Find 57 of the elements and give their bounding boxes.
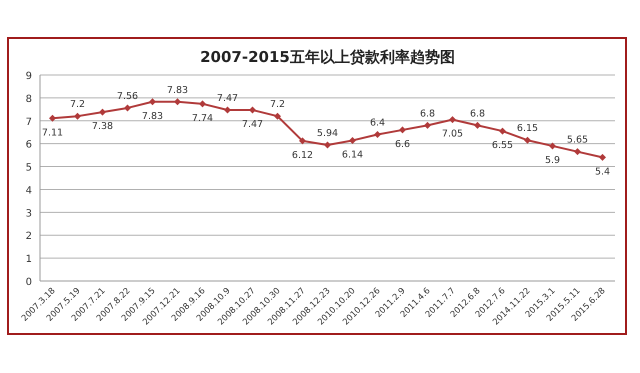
point [349, 136, 356, 144]
point [449, 116, 456, 124]
data-label: 7.2 [70, 99, 86, 110]
data-label: 5.65 [566, 134, 588, 146]
point [199, 100, 206, 108]
point [574, 148, 581, 156]
data-label: 5.9 [544, 154, 560, 166]
y-tick-label: 0 [26, 277, 32, 288]
data-label: 6.15 [516, 123, 538, 134]
data-label: 7.47 [216, 93, 238, 104]
point [424, 122, 431, 129]
data-label: 7.83 [166, 84, 188, 96]
data-label: 7.11 [42, 127, 64, 138]
data-label: 7.74 [192, 112, 214, 124]
data-label: 7.56 [116, 90, 138, 102]
point [374, 131, 381, 138]
point [599, 154, 606, 161]
data-label: 6.8 [470, 108, 486, 120]
data-label: 6.12 [292, 150, 314, 161]
point [499, 128, 506, 135]
data-label: 6.8 [420, 108, 436, 120]
point [524, 136, 531, 144]
y-tick-label: 2 [26, 231, 32, 242]
point [274, 112, 281, 120]
point [99, 108, 106, 116]
data-label: 6.6 [394, 138, 410, 150]
data-label: 7.38 [92, 121, 114, 132]
y-tick-label: 9 [26, 71, 32, 82]
y-tick-label: 8 [26, 94, 32, 105]
point [549, 142, 556, 150]
point [399, 126, 406, 134]
point [49, 114, 56, 122]
point [74, 112, 81, 120]
point [124, 104, 131, 112]
y-tick-label: 7 [26, 116, 32, 128]
data-label: 6.55 [492, 140, 514, 152]
data-label: 7.05 [442, 128, 464, 140]
y-tick-label: 4 [26, 185, 32, 196]
data-label: 7.2 [270, 99, 286, 110]
point [174, 98, 181, 106]
data-label: 7.47 [242, 119, 264, 130]
data-label: 6.14 [342, 149, 364, 160]
point [149, 98, 156, 106]
point [249, 106, 256, 114]
y-tick-label: 1 [26, 254, 32, 266]
point [224, 106, 231, 114]
chart-title: 2007-2015五年以上贷款利率趋势图 [200, 48, 455, 66]
y-tick-label: 3 [26, 208, 32, 220]
data-label: 7.83 [142, 110, 164, 122]
point [299, 137, 306, 144]
y-tick-label: 5 [26, 162, 32, 174]
y-tick-label: 6 [26, 140, 32, 151]
data-label: 5.94 [316, 128, 338, 140]
data-label: 6.4 [370, 118, 386, 129]
data-label: 5.4 [594, 166, 610, 178]
point [324, 142, 331, 149]
point [474, 122, 481, 129]
